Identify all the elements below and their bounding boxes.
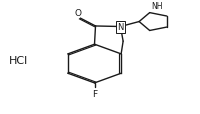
Text: O: O	[74, 9, 81, 18]
Text: HCl: HCl	[9, 56, 28, 66]
Text: NH: NH	[151, 2, 162, 11]
Text: N: N	[117, 23, 123, 32]
Text: F: F	[91, 89, 97, 98]
